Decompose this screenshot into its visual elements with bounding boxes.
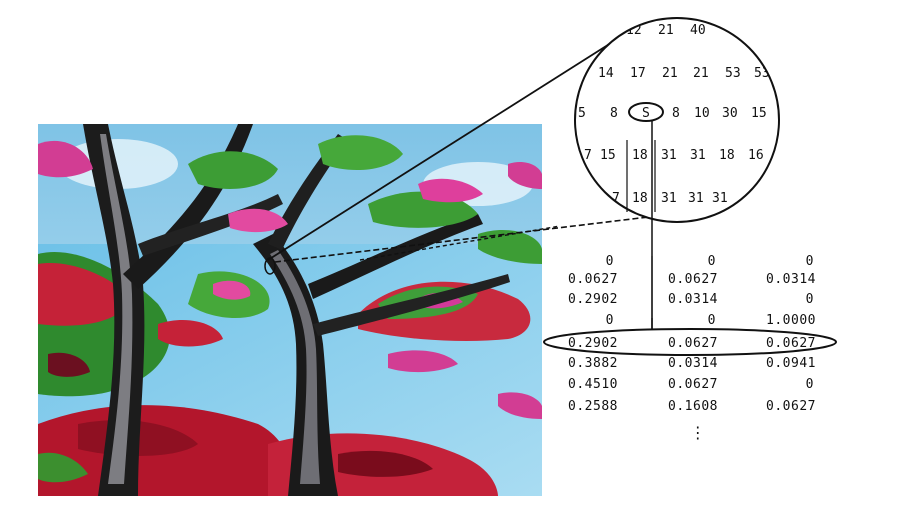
selected-row-ellipse [543, 328, 837, 356]
zoom-value: 18 [632, 148, 648, 163]
zoom-value: 7 [612, 191, 620, 206]
zoom-value: 18 [719, 148, 735, 163]
zoom-value: 15 [751, 106, 767, 121]
zoom-value: 21 [693, 66, 709, 81]
zoom-value: 53 [754, 66, 770, 81]
selected-pixel-ellipse [628, 102, 664, 122]
matrix-cell: 0 [806, 292, 814, 307]
zoom-value: 53 [725, 66, 741, 81]
zoom-value: 31 [712, 191, 728, 206]
zoom-value: 15 [600, 148, 616, 163]
matrix-cell: 0 [806, 377, 814, 392]
zoom-value: 21 [658, 23, 674, 38]
zoom-value: 31 [690, 148, 706, 163]
matrix-cell: 0 [606, 254, 614, 269]
zoom-value: 21 [662, 66, 678, 81]
zoom-connector-lower [274, 211, 691, 263]
zoom-value: 17 [630, 66, 646, 81]
matrix-cell: 0.0627 [668, 377, 718, 392]
matrix-cell: 0.0941 [766, 356, 816, 371]
zoom-connector-upper [267, 35, 623, 261]
painting-image [38, 124, 542, 496]
zoom-selected-value: S [642, 106, 650, 121]
matrix-cell: 0.0314 [766, 272, 816, 287]
matrix-cell: 1.0000 [766, 313, 816, 328]
zoom-value: 40 [690, 23, 706, 38]
matrix-cell: 0 [708, 254, 716, 269]
zoom-value: 10 [694, 106, 710, 121]
matrix-cell: 0.0314 [668, 292, 718, 307]
zoom-value: 8 [610, 106, 618, 121]
matrix-cell-selected: 0.2902 [568, 336, 618, 351]
zoom-value: 16 [748, 148, 764, 163]
zoom-value: 5 [578, 106, 586, 121]
matrix-cell: 0.0627 [766, 399, 816, 414]
matrix-cell: 0.0627 [668, 272, 718, 287]
zoom-value: 14 [598, 66, 614, 81]
zoom-value: 8 [672, 106, 680, 121]
zoom-value: 7 [584, 148, 592, 163]
matrix-cell: 0.0314 [668, 356, 718, 371]
matrix-cell: 0.0627 [568, 272, 618, 287]
matrix-cell: 0 [806, 254, 814, 269]
zoom-value: 31 [661, 148, 677, 163]
matrix-cell: 0.2588 [568, 399, 618, 414]
matrix-cell-selected: 0.0627 [766, 336, 816, 351]
matrix-ellipsis: ⋮ [690, 423, 707, 442]
matrix-cell: 0.3882 [568, 356, 618, 371]
matrix-cell: 0.2902 [568, 292, 618, 307]
matrix-cell: 0.4510 [568, 377, 618, 392]
matrix-cell: 0.1608 [668, 399, 718, 414]
matrix: 0 0 0 0.0627 0.0627 0.0314 0.2902 0.0314… [568, 254, 816, 442]
matrix-cell: 0 [606, 313, 614, 328]
zoom-circle [574, 17, 780, 223]
zoom-value: 30 [722, 106, 738, 121]
matrix-connector [359, 225, 561, 261]
zoom-value: 31 [688, 191, 704, 206]
matrix-cell-selected: 0.0627 [668, 336, 718, 351]
zoom-value: 18 [632, 191, 648, 206]
source-pixel-marker [264, 257, 276, 275]
zoom-value: 12 [626, 23, 642, 38]
zoom-value: 31 [661, 191, 677, 206]
matrix-cell: 0 [708, 313, 716, 328]
